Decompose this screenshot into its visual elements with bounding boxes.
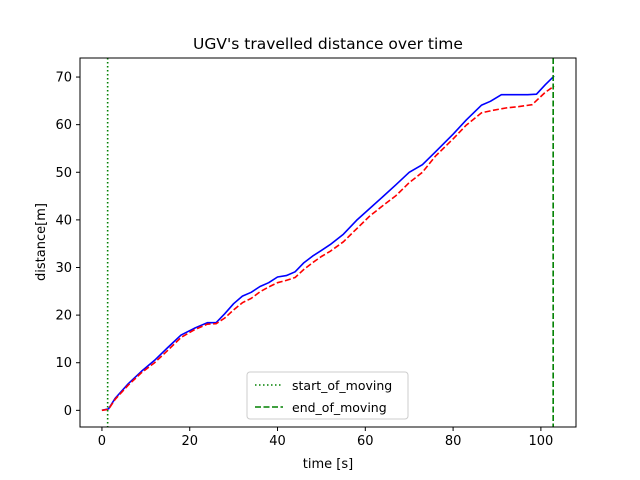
x-tick-label: 20 (181, 434, 198, 449)
y-tick-label: 70 (55, 71, 72, 86)
y-tick-label: 60 (55, 118, 72, 133)
y-axis: 0 10 20 30 40 50 60 70 (55, 71, 80, 419)
y-tick-label: 10 (55, 356, 72, 371)
legend: start_of_moving end_of_moving (246, 371, 409, 420)
y-axis-label: distance[m] (34, 203, 49, 281)
y-tick-label: 40 (55, 213, 72, 228)
y-tick-label: 0 (64, 404, 72, 419)
x-axis: 0 20 40 60 80 100 (98, 427, 553, 449)
x-tick-label: 0 (98, 434, 106, 449)
y-tick-label: 30 (55, 261, 72, 276)
x-tick-label: 100 (528, 434, 553, 449)
y-tick-label: 20 (55, 309, 72, 324)
series-line-1 (101, 75, 555, 412)
legend-label-end-of-moving: end_of_moving (292, 400, 387, 415)
legend-box (246, 371, 409, 420)
series-line-2 (101, 85, 555, 412)
legend-label-start-of-moving: start_of_moving (292, 378, 392, 393)
x-tick-label: 60 (357, 434, 374, 449)
y-tick-label: 50 (55, 166, 72, 181)
x-tick-label: 40 (269, 434, 286, 449)
x-axis-label: time [s] (303, 457, 353, 472)
plot-area (101, 58, 555, 427)
axes-frame (79, 57, 577, 428)
x-tick-label: 80 (445, 434, 462, 449)
chart-title: UGV's travelled distance over time (193, 35, 463, 53)
